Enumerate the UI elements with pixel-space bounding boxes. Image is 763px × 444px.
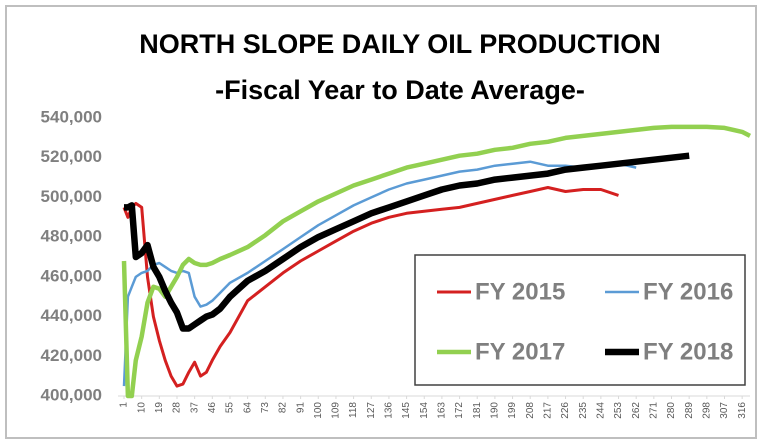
legend-box	[414, 254, 746, 386]
chart-title: NORTH SLOPE DAILY OIL PRODUCTION	[139, 29, 661, 59]
x-tick-label: 217	[543, 402, 554, 419]
x-tick-label: 235	[578, 402, 589, 419]
x-tick-label: 1	[119, 402, 130, 408]
x-tick-label: 109	[331, 402, 342, 419]
x-tick-label: 262	[631, 402, 642, 419]
y-tick-label: 480,000	[41, 227, 102, 246]
x-tick-label: 136	[384, 402, 395, 419]
x-tick-label: 172	[454, 402, 465, 419]
y-tick-label: 420,000	[41, 346, 102, 365]
legend-label: FY 2017	[475, 338, 565, 365]
x-tick-label: 226	[560, 402, 571, 419]
legend-label: FY 2015	[475, 278, 565, 305]
x-tick-label: 100	[313, 402, 324, 419]
y-tick-label: 400,000	[41, 385, 102, 404]
x-tick-label: 208	[525, 402, 536, 419]
x-tick-label: 154	[419, 402, 430, 419]
x-tick-label: 244	[595, 402, 606, 419]
x-tick-label: 91	[295, 402, 306, 414]
x-tick-label: 127	[366, 402, 377, 419]
legend-label: FY 2018	[643, 338, 733, 365]
y-tick-label: 440,000	[41, 306, 102, 325]
chart-subtitle: -Fiscal Year to Date Average-	[215, 75, 585, 105]
x-tick-label: 199	[507, 402, 518, 419]
x-tick-label: 190	[490, 402, 501, 419]
x-tick-label: 307	[719, 402, 730, 419]
x-tick-label: 271	[648, 402, 659, 419]
y-tick-label: 460,000	[41, 266, 102, 285]
x-tick-label: 73	[260, 402, 271, 414]
x-tick-label: 145	[401, 402, 412, 419]
x-tick-label: 298	[701, 402, 712, 419]
x-tick-label: 37	[189, 402, 200, 414]
y-tick-label: 500,000	[41, 187, 102, 206]
series-line	[122, 160, 637, 387]
x-tick-label: 28	[172, 402, 183, 414]
legend-label: FY 2016	[643, 278, 733, 305]
x-tick-label: 316	[737, 402, 748, 419]
x-tick-label: 19	[154, 402, 165, 414]
x-tick-label: 289	[684, 402, 695, 419]
x-tick-label: 46	[207, 402, 218, 414]
x-tick-label: 181	[472, 402, 483, 419]
x-tick-label: 253	[613, 402, 624, 419]
y-tick-label: 540,000	[41, 107, 102, 126]
x-tick-label: 118	[348, 402, 359, 418]
series-line	[122, 186, 619, 388]
x-tick-label: 64	[242, 402, 253, 414]
y-tick-label: 520,000	[41, 147, 102, 166]
x-tick-label: 163	[437, 402, 448, 419]
x-tick-label: 280	[666, 402, 677, 419]
x-tick-label: 10	[136, 402, 147, 414]
series-line	[124, 152, 690, 332]
x-tick-label: 55	[225, 402, 236, 414]
x-tick-label: 82	[278, 402, 289, 414]
